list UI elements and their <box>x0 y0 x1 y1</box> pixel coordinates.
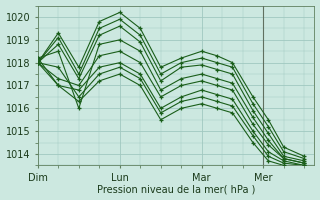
X-axis label: Pression niveau de la mer( hPa ): Pression niveau de la mer( hPa ) <box>97 184 255 194</box>
